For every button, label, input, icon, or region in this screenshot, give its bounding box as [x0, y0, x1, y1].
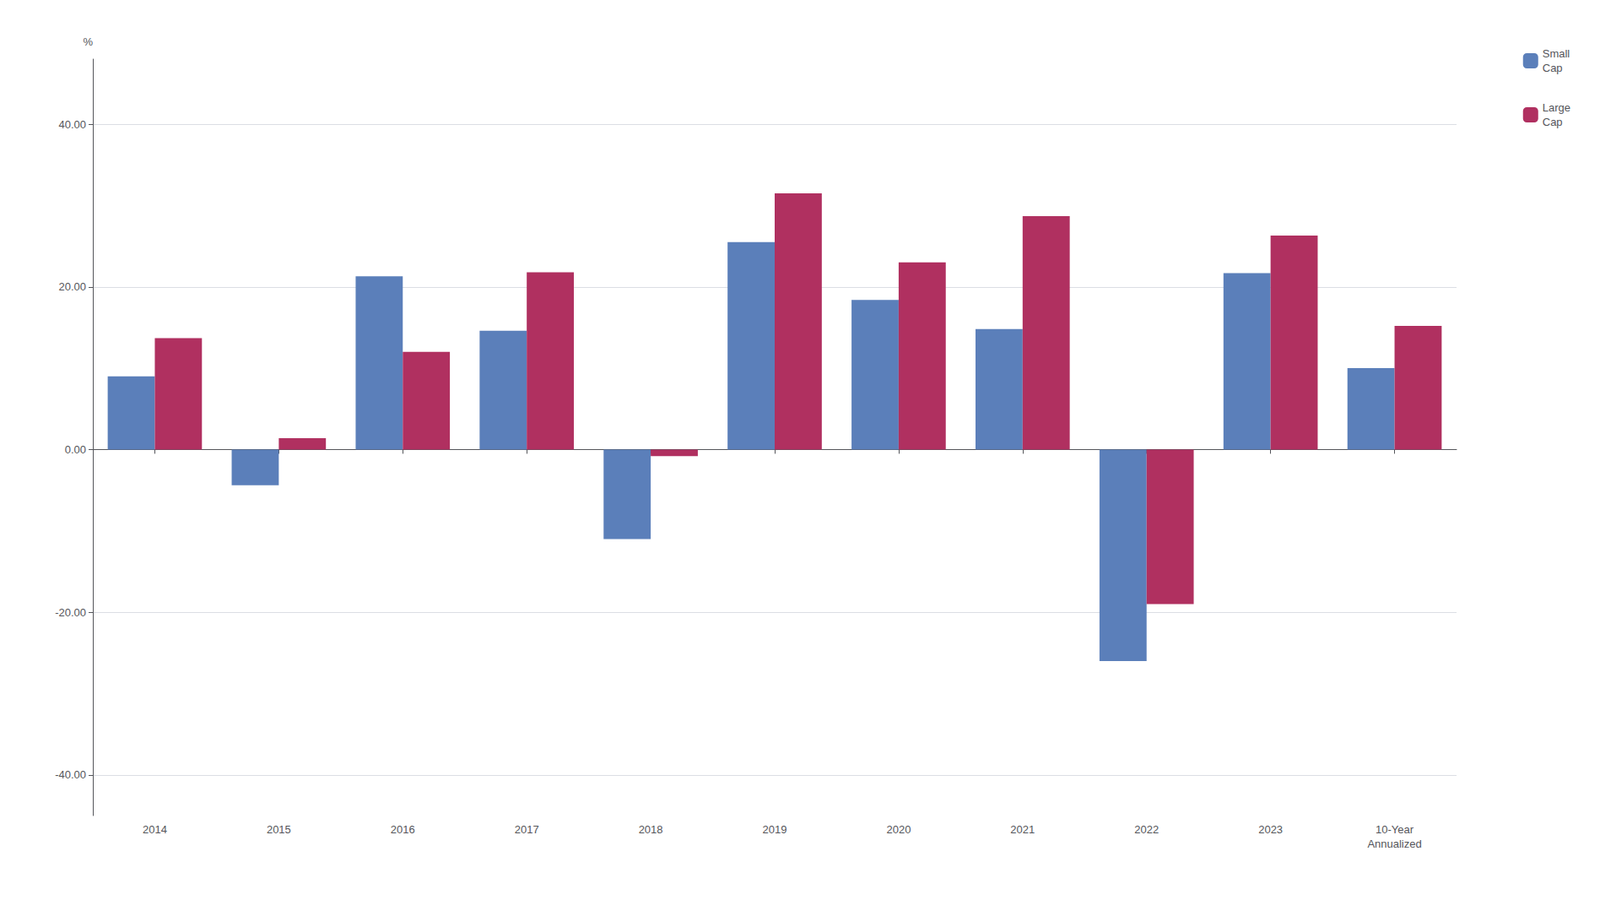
svg-text:2022: 2022 [1134, 822, 1159, 836]
svg-text:20.00: 20.00 [58, 280, 87, 293]
svg-text:2016: 2016 [390, 822, 416, 836]
svg-text:2021: 2021 [1010, 822, 1035, 836]
svg-text:%: % [82, 35, 93, 49]
svg-text:2019: 2019 [762, 822, 788, 836]
svg-text:2014: 2014 [142, 822, 168, 836]
svg-text:10-Year: 10-Year [1375, 822, 1415, 836]
svg-text:-40.00: -40.00 [54, 767, 87, 781]
svg-text:2017: 2017 [514, 822, 540, 836]
svg-text:Cap: Cap [1542, 61, 1563, 75]
svg-text:2023: 2023 [1258, 822, 1283, 836]
svg-text:Annualized: Annualized [1367, 837, 1422, 850]
svg-text:2018: 2018 [638, 822, 664, 836]
svg-text:40.00: 40.00 [58, 118, 87, 131]
svg-text:2020: 2020 [886, 822, 911, 836]
svg-text:Large: Large [1542, 101, 1571, 114]
svg-text:Small: Small [1542, 47, 1571, 60]
svg-text:2015: 2015 [266, 822, 292, 836]
svg-text:Cap: Cap [1542, 115, 1563, 129]
svg-text:-20.00: -20.00 [54, 605, 87, 619]
svg-text:0.00: 0.00 [64, 443, 87, 456]
